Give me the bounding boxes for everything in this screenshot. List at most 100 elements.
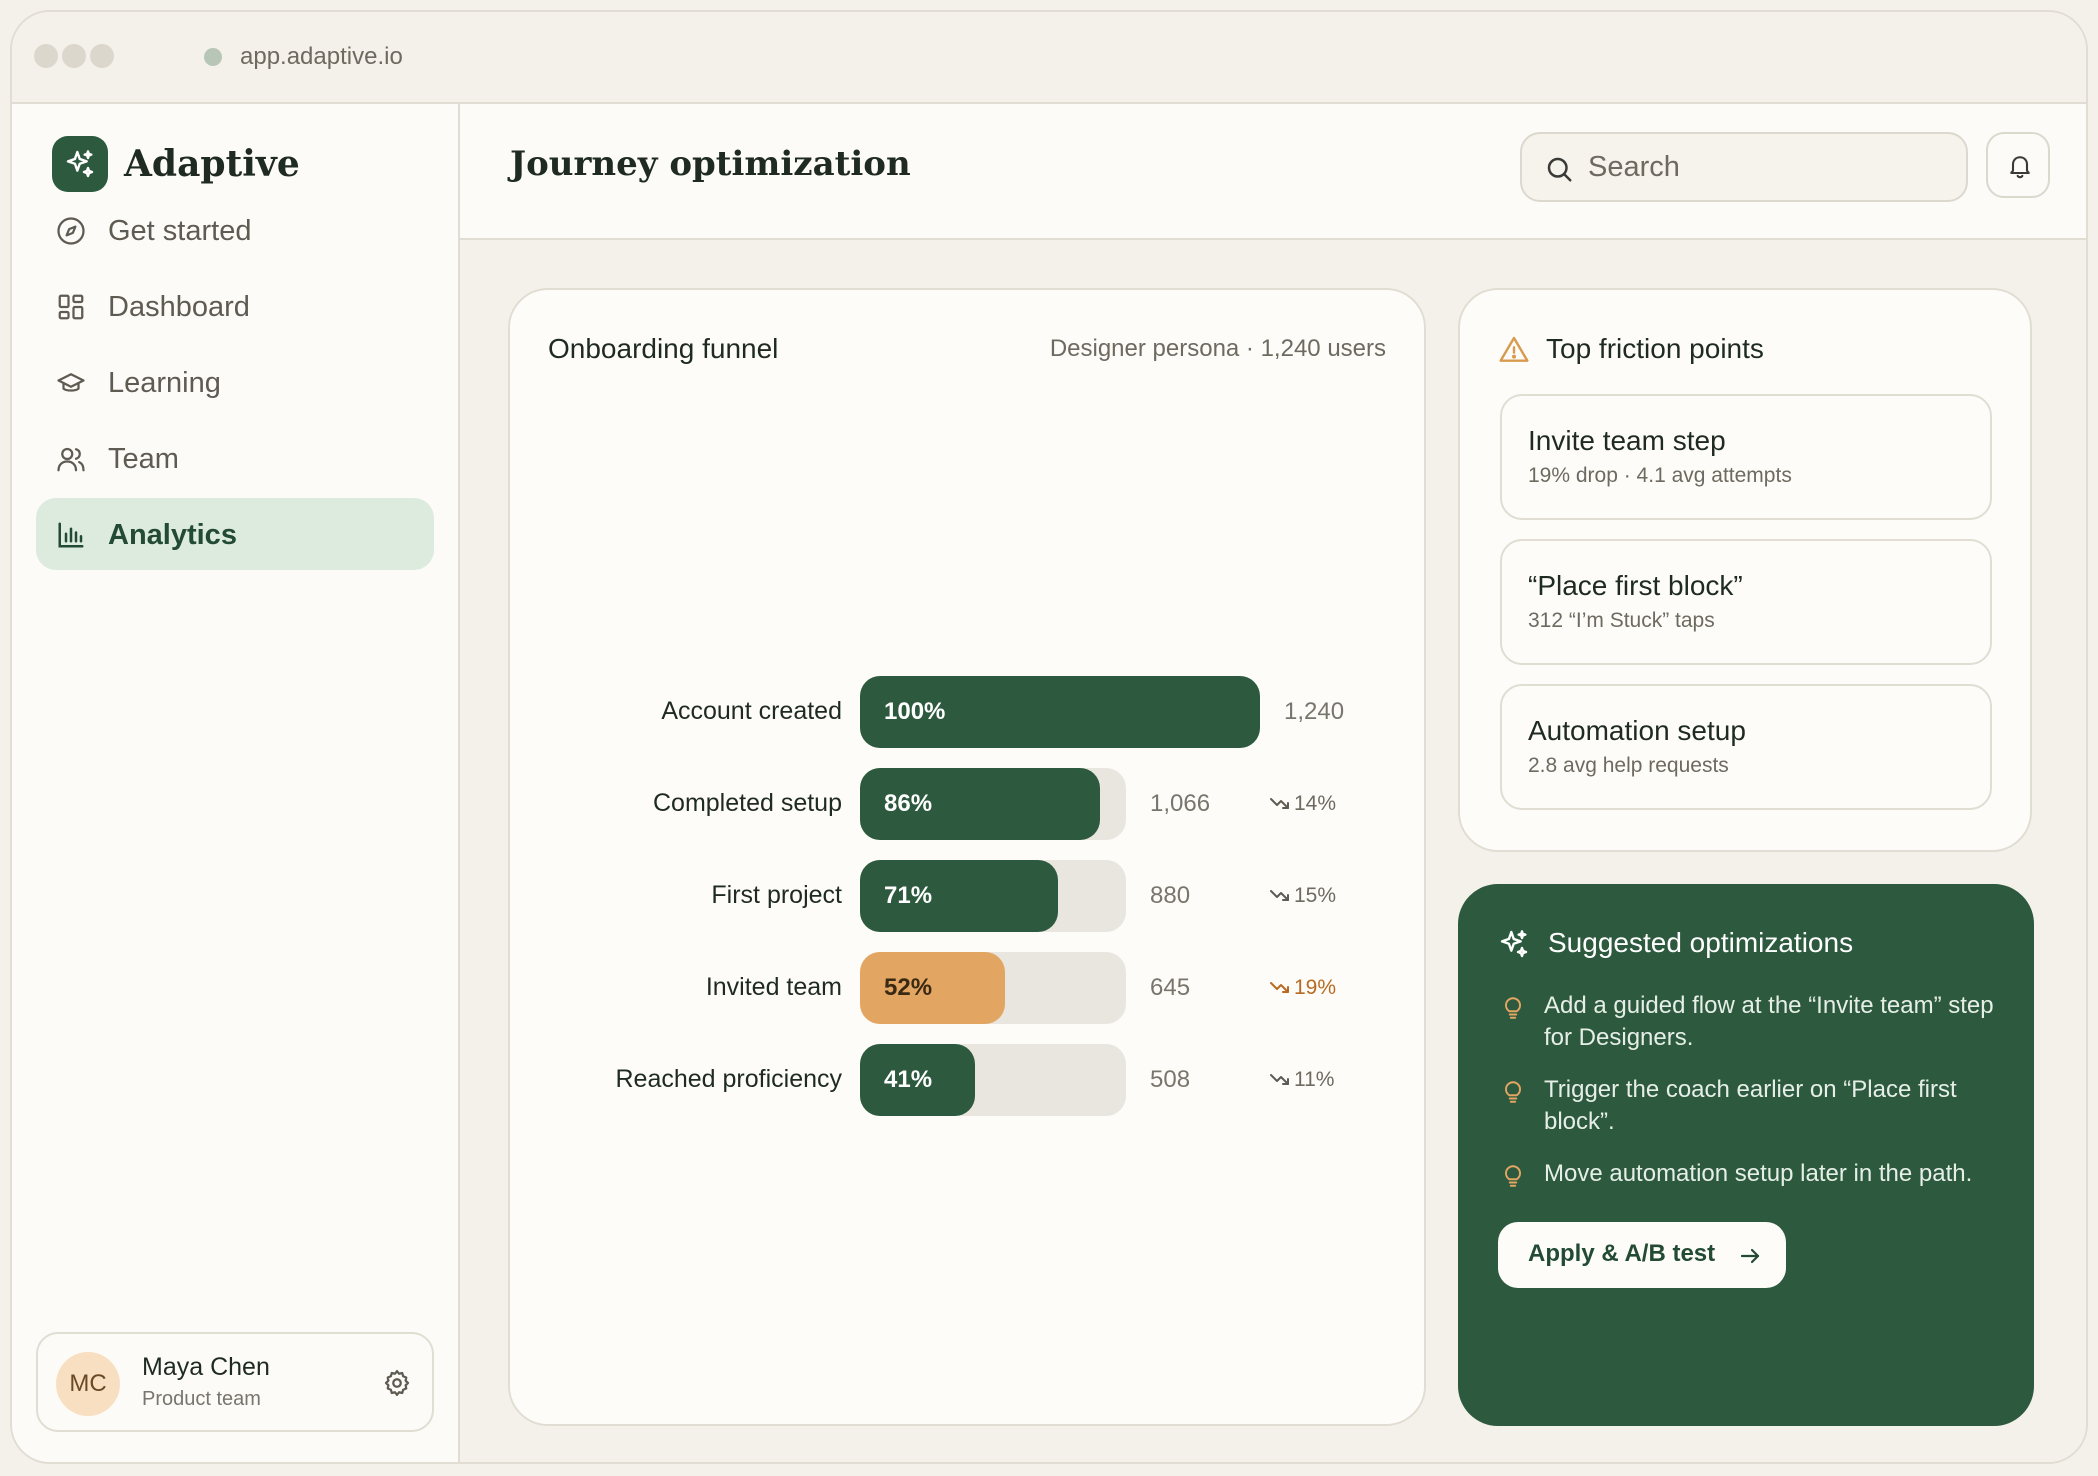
arrow-right-icon — [1740, 1248, 1760, 1264]
funnel-step-label: First project — [711, 881, 842, 909]
page-title: Journey optimization — [510, 144, 911, 184]
friction-item-detail: 312 “I’m Stuck” taps — [1528, 609, 1715, 632]
graduation-cap-icon — [57, 373, 85, 392]
suggestion-text: Trigger the coach earlier on “Place firs… — [1544, 1076, 1957, 1135]
funnel-bar: 71% — [860, 860, 1058, 932]
sidebar-item-analytics[interactable]: Analytics — [36, 498, 434, 570]
gear-icon[interactable] — [382, 1368, 412, 1398]
address-bar[interactable]: app.adaptive.io — [240, 43, 403, 70]
window-maximize-button[interactable] — [90, 44, 114, 68]
funnel-row: Account created 100% 1,240 — [510, 676, 1428, 748]
sidebar: Adaptive Get started Dashboard Learning … — [12, 104, 460, 1462]
apply-ab-test-label: Apply & A/B test — [1528, 1240, 1716, 1267]
sidebar-item-label: Team — [108, 443, 179, 475]
funnel-bar-track: 86% — [860, 768, 1126, 840]
sidebar-item-team[interactable]: Team — [36, 422, 434, 494]
search-input[interactable] — [1588, 148, 1948, 186]
funnel-bar-track: 71% — [860, 860, 1126, 932]
brand-logo-icon[interactable] — [52, 136, 108, 192]
sidebar-item-dashboard[interactable]: Dashboard — [36, 270, 434, 342]
app-window: app.adaptive.io Adaptive Get started Das… — [10, 10, 2088, 1464]
warning-icon — [1499, 336, 1529, 362]
bell-icon — [2010, 156, 2030, 179]
funnel-row: Completed setup 86% 1,066 14% — [510, 768, 1428, 840]
search-box[interactable] — [1520, 132, 1968, 202]
friction-item-title: Invite team step — [1528, 425, 1726, 456]
funnel-row: First project 71% 880 15% — [510, 860, 1428, 932]
sparkle-icon — [1500, 930, 1528, 958]
funnel-step-label: Reached proficiency — [615, 1065, 842, 1093]
sidebar-item-label: Learning — [108, 367, 221, 399]
sidebar-item-label: Analytics — [108, 519, 237, 551]
bar-chart-icon — [58, 522, 84, 548]
sidebar-item-label: Get started — [108, 215, 252, 247]
friction-item-detail: 19% drop · 4.1 avg attempts — [1528, 464, 1792, 487]
funnel-step-drop: 19% — [1270, 971, 1336, 1005]
lightbulb-icon — [1504, 997, 1522, 1019]
sidebar-item-get-started[interactable]: Get started — [36, 194, 434, 266]
suggestions-title: Suggested optimizations — [1548, 927, 1854, 958]
funnel-step-label: Invited team — [705, 973, 842, 1001]
trend-down-icon — [1270, 982, 1289, 993]
funnel-step-count: 880 — [1150, 882, 1191, 909]
funnel-step-drop-value: 19% — [1294, 976, 1337, 999]
main-content: Onboarding funnel Designer persona · 1,2… — [460, 240, 2086, 1462]
funnel-step-count: 645 — [1150, 974, 1191, 1001]
suggestion-text: Add a guided flow at the “Invite team” s… — [1544, 992, 1994, 1051]
friction-item-title: “Place first block” — [1528, 570, 1743, 601]
funnel-title: Onboarding funnel — [548, 333, 779, 364]
funnel-step-count: 1,240 — [1284, 698, 1345, 725]
avatar: MC — [56, 1352, 120, 1416]
funnel-bar: 86% — [860, 768, 1100, 840]
dashboard-grid-icon — [58, 294, 84, 320]
funnel-bar-percent: 41% — [884, 1066, 933, 1093]
funnel-step-drop-value: 14% — [1294, 792, 1337, 815]
apply-ab-test-button[interactable]: Apply & A/B test — [1498, 1222, 1786, 1288]
friction-item-title: Automation setup — [1528, 715, 1746, 746]
suggested-optimizations-card: Suggested optimizations Add a guided flo… — [1458, 884, 2034, 1426]
friction-item[interactable]: Automation setup 2.8 avg help requests — [1500, 684, 1992, 810]
lightbulb-icon — [1504, 1165, 1522, 1187]
search-icon — [1547, 157, 1572, 182]
funnel-bar: 52% — [860, 952, 1005, 1024]
brand-name: Adaptive — [124, 143, 300, 185]
trend-down-icon — [1270, 890, 1289, 901]
funnel-bar: 100% — [860, 676, 1260, 748]
funnel-step-drop: 15% — [1270, 879, 1336, 913]
compass-icon — [57, 217, 85, 245]
funnel-bar-percent: 71% — [884, 882, 933, 909]
funnel-step-count: 1,066 — [1150, 790, 1211, 817]
secure-indicator-icon — [204, 48, 222, 66]
trend-down-icon — [1270, 798, 1289, 809]
browser-titlebar: app.adaptive.io — [12, 12, 2086, 104]
onboarding-funnel-card: Onboarding funnel Designer persona · 1,2… — [508, 288, 1426, 1426]
funnel-bar: 41% — [860, 1044, 975, 1116]
friction-title: Top friction points — [1546, 333, 1764, 364]
window-minimize-button[interactable] — [62, 44, 86, 68]
funnel-subtitle: Designer persona · 1,240 users — [1049, 335, 1386, 362]
user-profile-card[interactable]: MC Maya Chen Product team — [36, 1332, 434, 1432]
friction-item-detail: 2.8 avg help requests — [1528, 754, 1729, 777]
window-close-button[interactable] — [34, 44, 58, 68]
funnel-row: Reached proficiency 41% 508 11% — [510, 1044, 1428, 1116]
sidebar-item-label: Dashboard — [108, 291, 250, 323]
page-header: Journey optimization — [460, 104, 2086, 240]
notifications-button[interactable] — [1986, 132, 2050, 198]
trend-down-icon — [1270, 1074, 1289, 1085]
funnel-step-count: 508 — [1150, 1066, 1191, 1093]
funnel-bar-percent: 86% — [884, 790, 933, 817]
funnel-step-drop-value: 15% — [1294, 884, 1337, 907]
users-icon — [57, 447, 85, 472]
funnel-step-drop: 14% — [1270, 787, 1336, 821]
funnel-bar-track: 100% — [860, 676, 1260, 748]
funnel-step-drop-value: 11% — [1294, 1068, 1335, 1091]
funnel-bar-track: 52% — [860, 952, 1126, 1024]
friction-item[interactable]: Invite team step 19% drop · 4.1 avg atte… — [1500, 394, 1992, 520]
funnel-step-label: Account created — [661, 697, 842, 725]
funnel-step-label: Completed setup — [652, 789, 842, 817]
friction-item[interactable]: “Place first block” 312 “I’m Stuck” taps — [1500, 539, 1992, 665]
lightbulb-icon — [1504, 1081, 1522, 1103]
sidebar-item-learning[interactable]: Learning — [36, 346, 434, 418]
funnel-bar-track: 41% — [860, 1044, 1126, 1116]
suggestion-text: Move automation setup later in the path. — [1544, 1160, 1973, 1187]
